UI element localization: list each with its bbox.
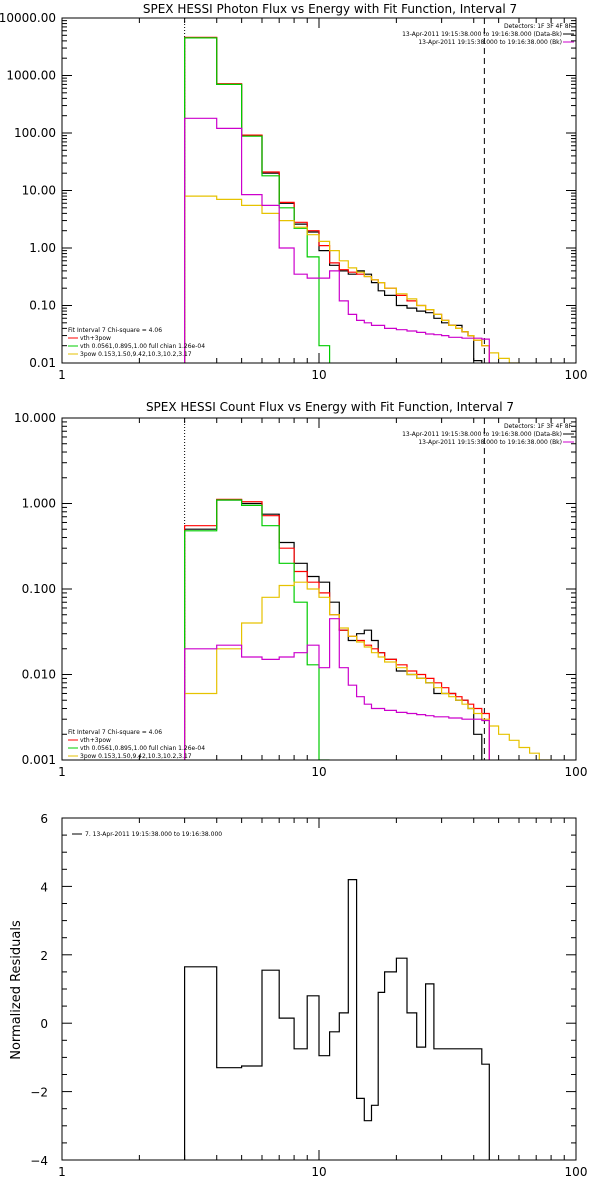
photon-legend-3pow: 3pow 0.153,1.50,9.42,10.3,10.2,3.17 (80, 351, 192, 358)
count-y-tick-label: 10.000 (14, 411, 56, 425)
count-legend-data-bk: 13-Apr-2011 19:15:38.000 to 19:16:38.000… (402, 431, 562, 438)
residuals-series-0 (184, 879, 490, 1160)
residuals-plot-frame (61, 817, 577, 1161)
count-axis-ticks: 1 10 100 0.001 0.010 0.100 1.000 10.000 (14, 411, 587, 779)
count-x-tick-label: 100 (565, 765, 588, 779)
count-x-tick-label: 10 (311, 765, 326, 779)
count-x-tick-label: 1 (58, 765, 66, 779)
photon-legend-bottom-left: Fit Interval 7 Chi-square = 4.06 vth+3po… (68, 327, 205, 358)
count-legend-3pow: 3pow 0.153,1.50,9.42,10.3,10.2,3.17 (80, 753, 192, 760)
count-legend-bk: 13-Apr-2011 19:15:38.000 to 19:16:38.000… (418, 439, 562, 446)
count-legend-total: vth+3pow (80, 737, 111, 744)
photon-x-tick-label: 1 (58, 368, 66, 382)
photon-legend-total: vth+3pow (80, 335, 111, 342)
residuals-x-tick-label: 10 (311, 1165, 326, 1179)
photon-series-4 (184, 117, 490, 363)
count-legend-vth: vth 0.0561,0.895,1.00 full chian 1.26e-0… (80, 745, 205, 752)
photon-y-tick-label: 0.01 (29, 356, 56, 370)
photon-legend-bk: 13-Apr-2011 19:15:38.000 to 19:16:38.000… (418, 39, 562, 46)
count-y-tick-label: 0.010 (22, 668, 56, 682)
photon-legend-top-right: Detectors: 1F 3F 4F 8F 13-Apr-2011 19:15… (402, 23, 574, 46)
photon-legend-data-bk: 13-Apr-2011 19:15:38.000 to 19:16:38.000… (402, 31, 562, 38)
count-legend-bottom-left: Fit Interval 7 Chi-square = 4.06 vth+3po… (68, 729, 205, 760)
photon-y-tick-label: 1.00 (29, 241, 56, 255)
count-series-4 (184, 618, 490, 760)
residuals-y-tick-label: 0 (40, 1017, 48, 1031)
count-legend-fit: Fit Interval 7 Chi-square = 4.06 (68, 729, 162, 736)
photon-panel-title: SPEX HESSI Photon Flux vs Energy with Fi… (143, 2, 517, 16)
photon-y-tick-label: 0.10 (29, 299, 56, 313)
photon-legend-vth: vth 0.0561,0.895,1.00 full chian 1.26e-0… (80, 343, 205, 350)
photon-plot-area (184, 18, 519, 363)
photon-y-tick-label: 10.00 (22, 184, 56, 198)
count-flux-panel: SPEX HESSI Count Flux vs Energy with Fit… (14, 400, 587, 779)
count-plot-area (184, 418, 563, 760)
count-panel-title: SPEX HESSI Count Flux vs Energy with Fit… (146, 400, 514, 414)
photon-legend-detectors: Detectors: 1F 3F 4F 8F (504, 23, 573, 30)
photon-y-tick-label: 1000.00 (6, 69, 56, 83)
count-y-tick-label: 0.001 (22, 753, 56, 767)
residuals-legend-label: 7. 13-Apr-2011 19:15:38.000 to 19:16:38.… (85, 831, 222, 838)
count-legend-top-right: Detectors: 1F 3F 4F 8F 13-Apr-2011 19:15… (402, 423, 574, 446)
count-y-tick-label: 0.100 (22, 582, 56, 596)
count-plot-frame (61, 417, 577, 761)
count-series-3 (184, 581, 563, 760)
count-y-tick-label: 1.000 (22, 497, 56, 511)
photon-series-2 (184, 37, 331, 363)
residuals-y-tick-label: −4 (30, 1154, 48, 1168)
count-series-2 (184, 499, 330, 760)
photon-y-tick-label: 100.00 (14, 126, 56, 140)
photon-y-tick-label: 10000.00 (0, 11, 56, 25)
residuals-y-tick-label: 6 (40, 812, 48, 826)
photon-axis-ticks: 1 10 100 0.01 0.10 1.00 10.00 100.00 1000.00 1000… (0, 11, 587, 382)
photon-series-3 (184, 195, 519, 363)
photon-x-tick-label: 10 (311, 368, 326, 382)
residuals-y-tick-label: −2 (30, 1086, 48, 1100)
residuals-x-tick-label: 100 (565, 1165, 588, 1179)
residuals-panel: Normalized Residuals 1 10 100 −4 −2 0 2 4 6 7. 1… (9, 812, 587, 1179)
residuals-y-axis-label: Normalized Residuals (9, 920, 24, 1060)
residuals-plot-area (184, 879, 490, 1160)
photon-flux-panel: SPEX HESSI Photon Flux vs Energy with Fi… (0, 2, 587, 382)
photon-x-tick-label: 100 (565, 368, 588, 382)
residuals-y-tick-label: 2 (40, 949, 48, 963)
photon-plot-frame (61, 17, 577, 364)
photon-legend-fit: Fit Interval 7 Chi-square = 4.06 (68, 327, 162, 334)
count-legend-detectors: Detectors: 1F 3F 4F 8F (504, 423, 573, 430)
count-series-1 (184, 498, 490, 760)
residuals-y-tick-label: 4 (40, 880, 48, 894)
residuals-x-tick-label: 1 (58, 1165, 66, 1179)
